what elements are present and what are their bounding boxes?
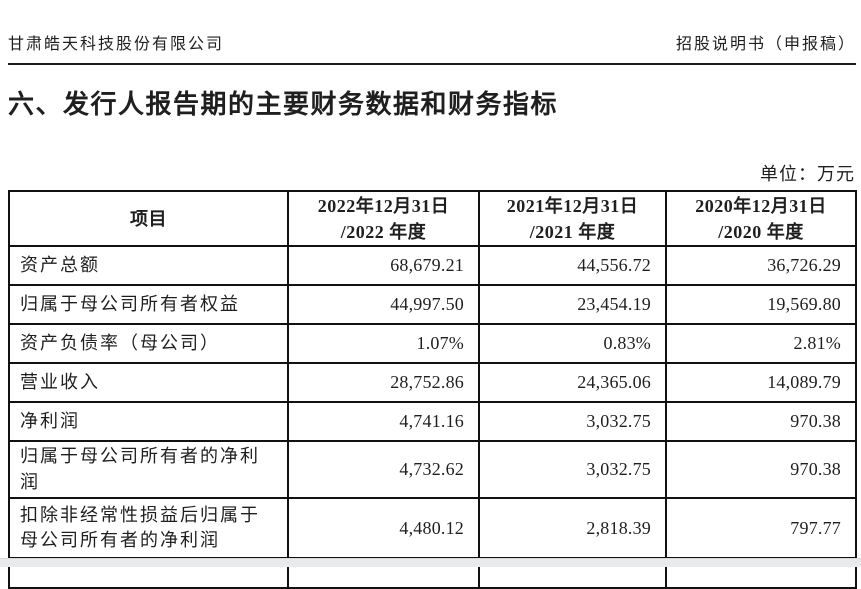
table-header-row: 项目 2022年12月31日 /2022 年度 2021年12月31日 /202… xyxy=(8,190,857,248)
cell-value: 970.38 xyxy=(665,401,857,443)
column-header-2022: 2022年12月31日 /2022 年度 xyxy=(287,190,480,248)
company-name: 甘肃皓天科技股份有限公司 xyxy=(8,36,225,53)
column-header-2021: 2021年12月31日 /2021 年度 xyxy=(478,190,667,248)
doc-type-label: 招股说明书（申报稿） xyxy=(675,36,856,53)
cell-value: 970.38 xyxy=(665,440,857,500)
table-row-net-profit: 净利润 4,741.16 3,032.75 970.38 xyxy=(8,401,857,443)
unit-label: 单位：万元 xyxy=(760,164,855,185)
cell-value: 2.81% xyxy=(665,323,857,365)
cell-value: 4,732.62 xyxy=(287,440,480,500)
financial-data-table: 项目 2022年12月31日 /2022 年度 2021年12月31日 /202… xyxy=(8,190,857,589)
cell-value: 1.07% xyxy=(287,323,480,365)
row-label: 资产负债率（母公司） xyxy=(8,323,289,365)
table-row-parent-net-profit: 归属于母公司所有者的净利润 4,732.62 3,032.75 970.38 xyxy=(8,440,857,500)
cell-value: 3,032.75 xyxy=(478,401,667,443)
period-date: 2021年12月31日 xyxy=(506,195,639,216)
cell-value: 797.77 xyxy=(665,497,857,560)
row-label: 归属于母公司所有者权益 xyxy=(8,284,289,326)
document-header: 甘肃皓天科技股份有限公司 招股说明书（申报稿） xyxy=(8,0,856,65)
column-header-2020: 2020年12月31日 /2020 年度 xyxy=(665,190,857,248)
table-row-deducted-net-profit: 扣除非经常性损益后归属于母公司所有者的净利润 4,480.12 2,818.39… xyxy=(8,497,857,560)
section-title: 六、发行人报告期的主要财务数据和财务指标 xyxy=(8,89,559,119)
cell-value: 4,480.12 xyxy=(287,497,480,560)
cell-value: 44,997.50 xyxy=(287,284,480,326)
cell-value: 24,365.06 xyxy=(478,362,667,404)
cell-value: 2,818.39 xyxy=(478,497,667,560)
cell-value: 44,556.72 xyxy=(478,245,667,287)
cell-value: 36,726.29 xyxy=(665,245,857,287)
table-row-revenue: 营业收入 28,752.86 24,365.06 14,089.79 xyxy=(8,362,857,404)
cell-value: 68,679.21 xyxy=(287,245,480,287)
row-label: 扣除非经常性损益后归属于母公司所有者的净利润 xyxy=(8,497,289,560)
row-label: 营业收入 xyxy=(8,362,289,404)
cell-value: 28,752.86 xyxy=(287,362,480,404)
table-row-parent-equity: 归属于母公司所有者权益 44,997.50 23,454.19 19,569.8… xyxy=(8,284,857,326)
period-year: /2021 年度 xyxy=(529,221,616,242)
table-row-debt-ratio: 资产负债率（母公司） 1.07% 0.83% 2.81% xyxy=(8,323,857,365)
cell-value: 19,569.80 xyxy=(665,284,857,326)
cell-value: 3,032.75 xyxy=(478,440,667,500)
row-label: 净利润 xyxy=(8,401,289,443)
cell-value: 23,454.19 xyxy=(478,284,667,326)
column-header-item: 项目 xyxy=(8,190,289,248)
cell-value: 14,089.79 xyxy=(665,362,857,404)
period-year: /2020 年度 xyxy=(718,221,804,242)
cell-value: 0.83% xyxy=(478,323,667,365)
row-label: 资产总额 xyxy=(8,245,289,287)
period-year: /2022 年度 xyxy=(340,221,427,242)
table-row-total-assets: 资产总额 68,679.21 44,556.72 36,726.29 xyxy=(8,245,857,287)
period-date: 2020年12月31日 xyxy=(695,195,827,216)
cell-value: 4,741.16 xyxy=(287,401,480,443)
page-end-bar xyxy=(0,558,861,567)
row-label: 归属于母公司所有者的净利润 xyxy=(8,440,289,500)
period-date: 2022年12月31日 xyxy=(317,195,450,216)
